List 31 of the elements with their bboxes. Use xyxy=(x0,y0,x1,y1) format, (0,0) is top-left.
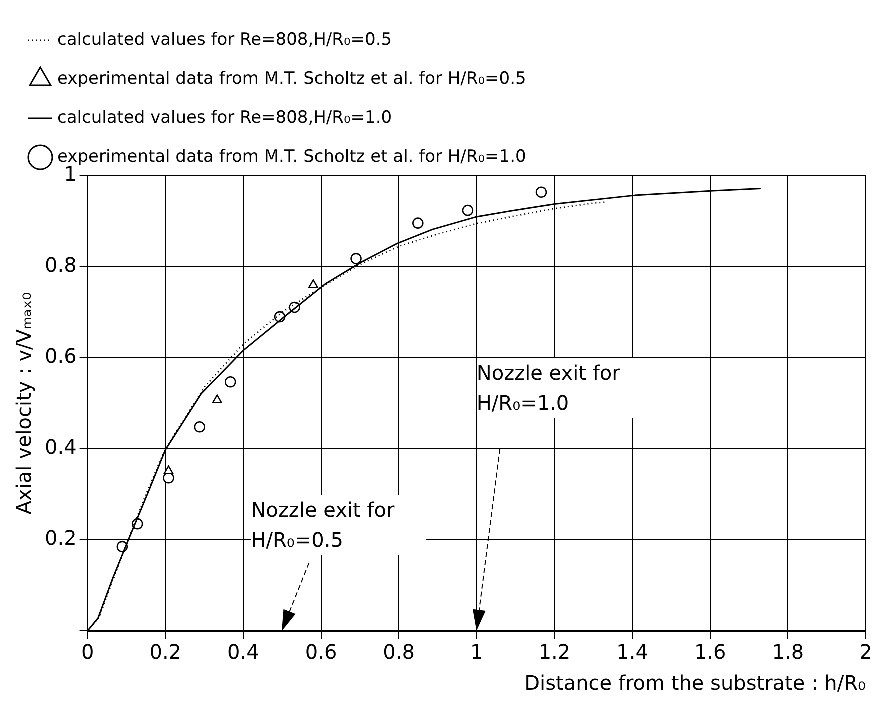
point xyxy=(462,204,474,216)
point xyxy=(412,218,424,229)
x-tick-label: 0.4 xyxy=(228,640,260,664)
x-tick-label: 0.8 xyxy=(383,640,415,664)
x-tick-label: 0.2 xyxy=(150,640,182,664)
x-tick-label: 1.6 xyxy=(694,640,726,664)
x-tick-label: 2 xyxy=(860,640,872,664)
point xyxy=(164,466,174,474)
x-tick-label: 0 xyxy=(81,640,94,664)
y-tick-label: 0.2 xyxy=(44,526,77,550)
annotation: Nozzle exit for H/R₀=1.0 xyxy=(476,358,652,418)
point xyxy=(536,186,548,198)
x-tick-label: 1 xyxy=(470,640,484,664)
y-tick-label: 0.4 xyxy=(44,435,77,460)
legend-label: calculated values for Re=808,H/R₀=1.0 xyxy=(58,108,392,128)
point xyxy=(224,376,236,388)
x-tick-label: 1.4 xyxy=(616,640,648,664)
legend-label: experimental data from M.T. Scholtz et al. for H/R₀=0.5 xyxy=(58,68,526,89)
y-tick-label: 0.6 xyxy=(44,344,77,368)
x-tick-label: 0.6 xyxy=(305,640,338,664)
x-tick-label: 1.8 xyxy=(772,640,804,664)
x-axis-title: Distance from the substrate : h/R₀ xyxy=(524,671,866,696)
y-tick-label: 0.8 xyxy=(44,253,77,278)
y-axis-title: Axial velocity : v/Vₘₐₓ₀ xyxy=(12,292,36,515)
point xyxy=(194,422,206,433)
point xyxy=(308,280,318,288)
annotation: Nozzle exit for H/R₀=0.5 xyxy=(251,494,426,554)
point xyxy=(350,253,362,264)
point xyxy=(212,394,222,404)
x-tick-label: 1.2 xyxy=(538,640,571,664)
legend-label: calculated values for Re=808,H/R₀=0.5 xyxy=(58,30,392,50)
